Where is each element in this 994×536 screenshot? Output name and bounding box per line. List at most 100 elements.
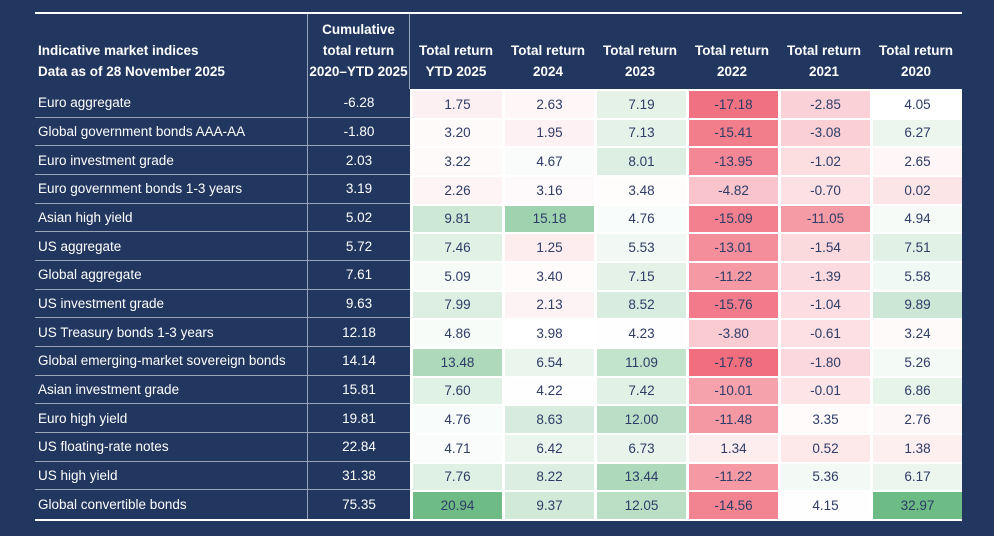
column-header-2022: Total return 2022 xyxy=(686,14,778,89)
return-cell-2024: 1.25 xyxy=(502,232,594,261)
column-header-ytd-2025: Total return YTD 2025 xyxy=(410,14,502,89)
return-cell-2023: 5.53 xyxy=(594,232,686,261)
column-header-line: Total return xyxy=(879,43,953,58)
return-cell-2022: -15.09 xyxy=(686,203,778,233)
return-cell-2024: 1.95 xyxy=(502,117,594,147)
return-cell-ytd-2025: 4.86 xyxy=(410,318,502,347)
column-header-2023: Total return 2023 xyxy=(594,14,686,89)
return-cell-2024: 4.67 xyxy=(502,146,594,175)
cumulative-value: -1.80 xyxy=(308,118,410,147)
return-cell-2020: 32.97 xyxy=(870,490,962,519)
return-cell-ytd-2025: 4.71 xyxy=(410,432,502,462)
return-cell-2020: 1.38 xyxy=(870,432,962,462)
cumulative-value: 19.81 xyxy=(308,404,410,433)
return-cell-ytd-2025: 2.26 xyxy=(410,174,502,204)
column-header-2021: Total return 2021 xyxy=(778,14,870,89)
return-cell-2022: -15.76 xyxy=(686,289,778,319)
row-label: Euro investment grade xyxy=(35,146,308,175)
row-label: US high yield xyxy=(35,461,308,491)
return-cell-2024: 6.54 xyxy=(502,346,594,376)
return-cell-ytd-2025: 4.76 xyxy=(410,404,502,433)
row-label: Global aggregate xyxy=(35,260,308,290)
return-cell-2023: 7.19 xyxy=(594,89,686,118)
return-cell-2020: 6.86 xyxy=(870,375,962,405)
column-header-line: YTD 2025 xyxy=(425,64,487,79)
return-cell-2021: -3.08 xyxy=(778,117,870,147)
return-cell-2024: 9.37 xyxy=(502,490,594,519)
return-cell-2024: 3.40 xyxy=(502,260,594,290)
return-cell-2022: -4.82 xyxy=(686,174,778,204)
return-cell-2020: 9.89 xyxy=(870,289,962,319)
cumulative-value: 15.81 xyxy=(308,376,410,405)
return-cell-2023: 12.05 xyxy=(594,490,686,519)
return-cell-2022: -17.78 xyxy=(686,346,778,376)
return-cell-ytd-2025: 9.81 xyxy=(410,203,502,233)
return-cell-ytd-2025: 7.99 xyxy=(410,289,502,319)
market-indices-table: Indicative market indices Data as of 28 … xyxy=(35,12,962,521)
return-cell-2021: 4.15 xyxy=(778,490,870,519)
cumulative-value: 3.19 xyxy=(308,175,410,204)
return-cell-2021: 3.35 xyxy=(778,404,870,433)
return-cell-ytd-2025: 5.09 xyxy=(410,260,502,290)
return-cell-2024: 8.63 xyxy=(502,404,594,433)
return-cell-ytd-2025: 7.76 xyxy=(410,461,502,491)
return-cell-2021: 5.36 xyxy=(778,461,870,491)
return-cell-2021: -1.80 xyxy=(778,346,870,376)
cumulative-value: 9.63 xyxy=(308,290,410,319)
row-label: US Treasury bonds 1-3 years xyxy=(35,318,308,347)
column-header-line: 2024 xyxy=(532,64,564,79)
return-cell-2021: -1.39 xyxy=(778,260,870,290)
return-cell-2024: 15.18 xyxy=(502,203,594,233)
return-cell-2022: -10.01 xyxy=(686,375,778,405)
row-label: Global government bonds AAA-AA xyxy=(35,117,308,147)
return-cell-ytd-2025: 20.94 xyxy=(410,490,502,519)
table-title: Indicative market indices xyxy=(38,43,199,58)
return-cell-2023: 6.73 xyxy=(594,432,686,462)
return-cell-2022: -15.41 xyxy=(686,117,778,147)
return-cell-2020: 6.17 xyxy=(870,461,962,491)
return-cell-2022: -3.80 xyxy=(686,318,778,347)
return-cell-2020: 3.24 xyxy=(870,318,962,347)
column-header-line: 2020 xyxy=(900,64,932,79)
return-cell-2023: 8.01 xyxy=(594,146,686,175)
return-cell-2023: 7.42 xyxy=(594,375,686,405)
column-header-line: 2023 xyxy=(624,64,656,79)
return-cell-ytd-2025: 3.22 xyxy=(410,146,502,175)
return-cell-2023: 7.13 xyxy=(594,117,686,147)
cumulative-value: 75.35 xyxy=(342,497,376,513)
return-cell-2020: 4.94 xyxy=(870,203,962,233)
return-cell-2022: -11.22 xyxy=(686,461,778,491)
row-label: Euro aggregate xyxy=(35,89,308,118)
return-cell-2024: 3.98 xyxy=(502,318,594,347)
return-cell-2024: 2.13 xyxy=(502,289,594,319)
return-cell-2023: 4.23 xyxy=(594,318,686,347)
row-label: Global emerging-market sovereign bonds xyxy=(35,346,308,376)
column-header-cumulative: Cumulative total return 2020–YTD 2025 xyxy=(308,14,410,89)
return-cell-2023: 13.44 xyxy=(594,461,686,491)
return-cell-2021: -0.70 xyxy=(778,174,870,204)
return-cell-2022: -14.56 xyxy=(686,490,778,519)
cumulative-value: 7.61 xyxy=(308,261,410,290)
return-cell-2024: 2.63 xyxy=(502,89,594,118)
return-cell-2020: 7.51 xyxy=(870,232,962,261)
return-cell-2021: -0.61 xyxy=(778,318,870,347)
return-cell-2024: 8.22 xyxy=(502,461,594,491)
row-label: US aggregate xyxy=(35,232,308,261)
row-label: Asian investment grade xyxy=(35,375,308,405)
cumulative-value: 5.72 xyxy=(308,232,410,261)
cumulative-value: 2.03 xyxy=(308,146,410,175)
column-header-line: 2022 xyxy=(716,64,748,79)
column-header-line: Cumulative xyxy=(322,22,395,37)
column-header-line: 2020–YTD 2025 xyxy=(309,64,408,79)
return-cell-2023: 7.15 xyxy=(594,260,686,290)
return-cell-2020: 0.02 xyxy=(870,174,962,204)
cumulative-value: -6.28 xyxy=(308,89,410,118)
column-header-2024: Total return 2024 xyxy=(502,14,594,89)
return-cell-ytd-2025: 3.20 xyxy=(410,117,502,147)
column-header-line: 2021 xyxy=(808,64,840,79)
column-header-line: Total return xyxy=(603,43,677,58)
return-cell-2023: 8.52 xyxy=(594,289,686,319)
row-label: Euro government bonds 1-3 years xyxy=(35,174,308,204)
return-cell-2021: -1.54 xyxy=(778,232,870,261)
cumulative-value: 14.14 xyxy=(308,347,410,376)
